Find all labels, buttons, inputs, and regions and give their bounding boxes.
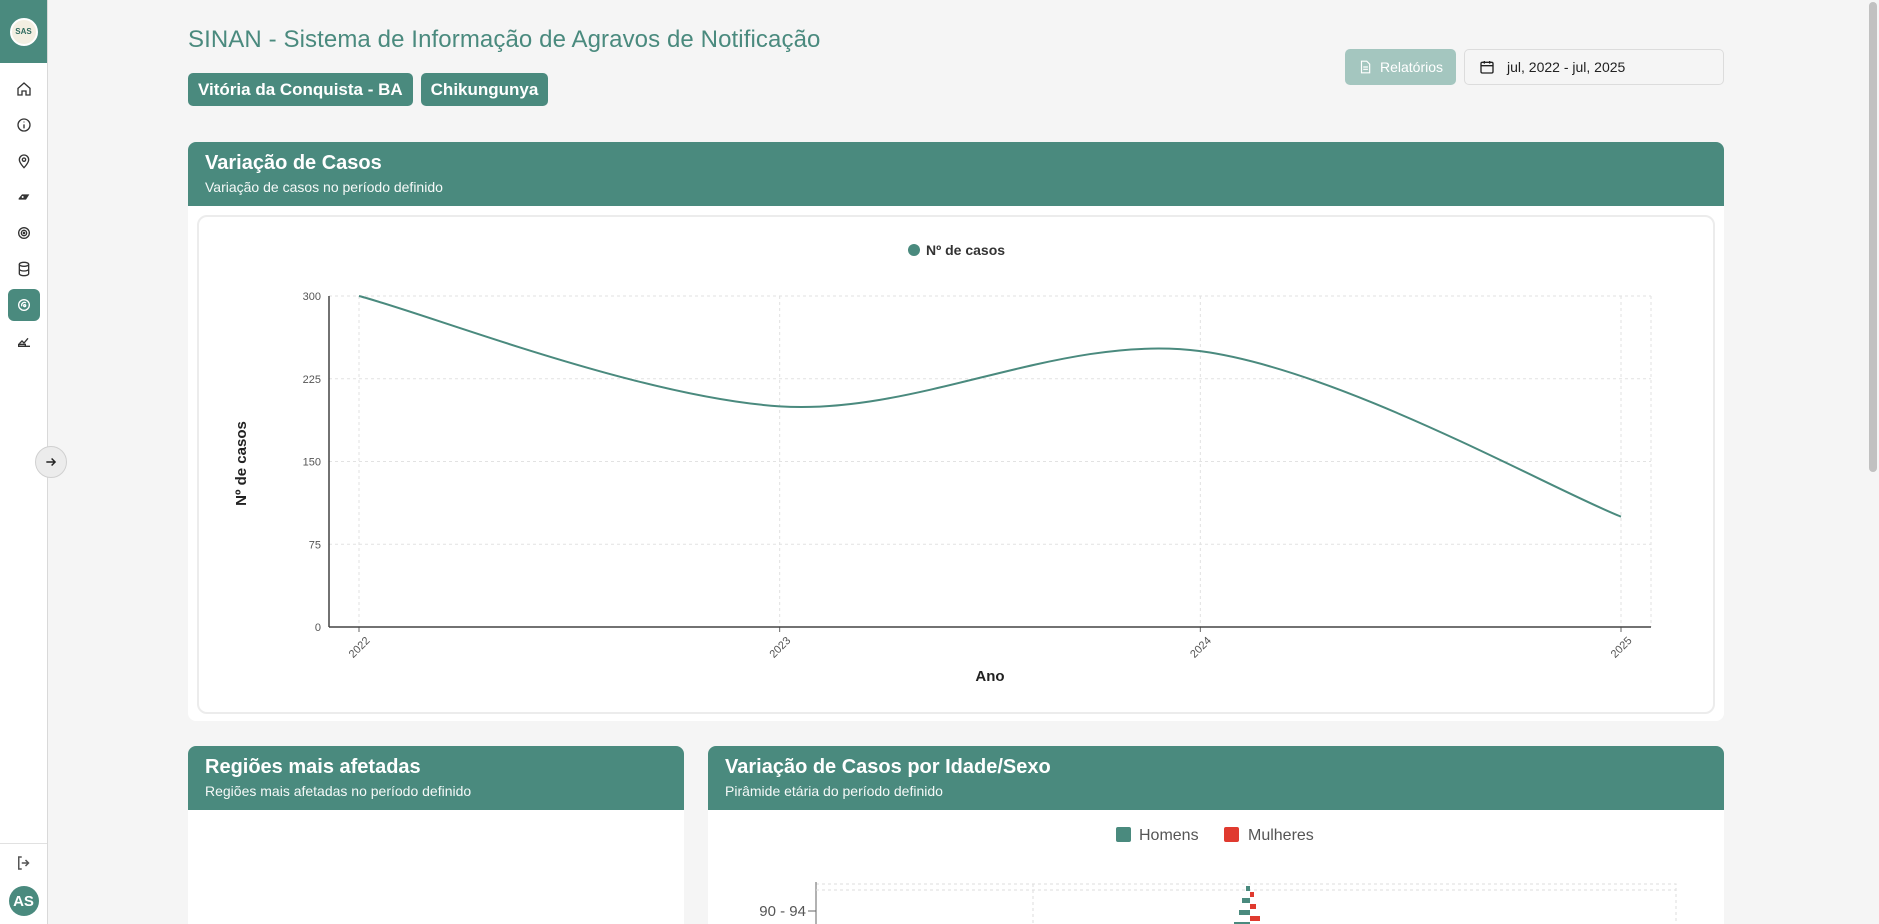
y-axis-title: Nº de casos [233, 421, 250, 506]
y-tick-label: 225 [303, 374, 321, 386]
virus-icon [17, 227, 30, 239]
chart-container: 0 75 150 225 300 2022 2023 2024 2025 Nº de casos A… [197, 215, 1715, 714]
avatar[interactable]: AS [8, 886, 39, 916]
home-icon [16, 82, 31, 96]
y-tick-label: 75 [309, 539, 321, 551]
y-tick-label: 150 [303, 457, 321, 469]
sidebar-item-database[interactable] [8, 253, 40, 285]
page-scrollbar[interactable] [1869, 2, 1877, 472]
cases-variation-card: Variação de Casos Variação de casos no p… [188, 142, 1724, 721]
expand-sidebar-button[interactable] [35, 446, 67, 478]
legend-women: Mulheres [1248, 827, 1314, 844]
card-header: Variação de Casos por Idade/Sexo Pirâmid… [708, 746, 1724, 810]
database-icon [18, 261, 29, 277]
card-title: Variação de Casos [205, 152, 382, 174]
x-tick-label: 2025 [1609, 635, 1635, 661]
sidebar-bottom: AS [0, 843, 47, 924]
virus-circle-icon [17, 299, 30, 311]
series-line [358, 295, 1622, 518]
y-tick-label: 90 - 94 [759, 903, 806, 920]
sidebar-item-home[interactable] [8, 73, 40, 105]
filter-chip-disease[interactable]: Chikungunya [420, 73, 549, 106]
filter-chip-location[interactable]: Vitória da Conquista - BA [188, 73, 413, 106]
date-range-picker[interactable]: jul, 2022 - jul, 2025 [1464, 49, 1724, 85]
legend-swatch-women [1224, 827, 1239, 842]
y-tick-label: 0 [315, 622, 321, 634]
bar-men [1239, 910, 1250, 915]
info-icon [16, 118, 31, 132]
bar-women [1250, 892, 1254, 897]
location-pin-icon [18, 154, 29, 169]
sidebar-nav [0, 63, 47, 357]
card-header: Regiões mais afetadas Regiões mais afeta… [188, 746, 684, 810]
sidebar-item-info[interactable] [8, 109, 40, 141]
cases-line-chart: 0 75 150 225 300 2022 2023 2024 2025 Nº de casos A… [233, 242, 1652, 685]
card-subtitle: Variação de casos no período definido [205, 179, 443, 195]
card-header: Variação de Casos Variação de casos no p… [188, 142, 1724, 206]
bar-women [1250, 904, 1256, 909]
bar-men [1234, 922, 1250, 924]
age-sex-pyramid-card: Variação de Casos por Idade/Sexo Pirâmid… [708, 746, 1724, 924]
card-title: Regiões mais afetadas [205, 756, 421, 778]
sidebar-item-disease[interactable] [8, 217, 40, 249]
x-tick-label: 2024 [1188, 635, 1214, 661]
card-title: Variação de Casos por Idade/Sexo [725, 756, 1051, 778]
card-subtitle: Regiões mais afetadas no período definid… [205, 783, 472, 799]
reports-label: Relatórios [1379, 59, 1444, 75]
legend-label: Nº de casos [926, 242, 1005, 258]
app-logo[interactable]: SAS [9, 17, 38, 46]
sidebar-item-cases[interactable] [7, 289, 40, 321]
sidebar-item-vector[interactable] [8, 181, 40, 213]
x-tick-label: 2022 [347, 635, 373, 661]
bar-women [1250, 916, 1260, 921]
legend-men: Homens [1139, 827, 1199, 844]
document-icon [1360, 60, 1371, 74]
regions-card: Regiões mais afetadas Regiões mais afeta… [188, 746, 684, 924]
arrow-right-icon [46, 457, 57, 467]
date-range-value: jul, 2022 - jul, 2025 [1507, 59, 1626, 75]
calendar-icon [1480, 61, 1494, 74]
bar-men [1242, 898, 1250, 903]
mosquito-icon [18, 194, 29, 200]
logo-area: SAS [0, 0, 47, 63]
reports-button[interactable]: Relatórios [1345, 49, 1456, 85]
sidebar-item-map[interactable] [8, 145, 40, 177]
filter-chips: Vitória da Conquista - BA Chikungunya [188, 73, 549, 106]
card-subtitle: Pirâmide etária do período definido [725, 783, 943, 799]
legend-swatch-men [1116, 827, 1131, 842]
page-title: SINAN - Sistema de Informação de Agravos… [188, 26, 821, 53]
logout-icon[interactable] [15, 854, 33, 872]
pyramid-chart: Homens Mulheres 90 - 94 [759, 827, 1677, 924]
y-tick-label: 300 [303, 291, 321, 303]
x-axis-title: Ano [975, 668, 1004, 685]
sidebar-item-reports[interactable] [8, 325, 40, 357]
bar-men [1246, 886, 1250, 891]
report-chart-icon [17, 337, 30, 347]
x-tick-label: 2023 [767, 635, 793, 661]
legend-marker [908, 244, 920, 256]
